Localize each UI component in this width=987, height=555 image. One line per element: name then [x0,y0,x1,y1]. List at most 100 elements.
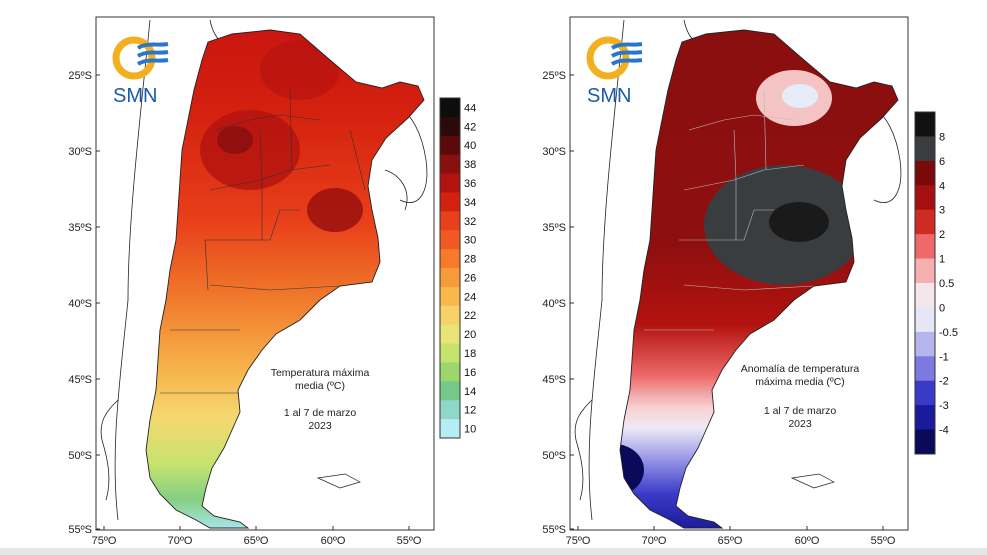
legend-swatch [915,258,935,284]
legend-swatch [440,154,460,175]
smn-logo: SMN [112,36,169,107]
legend-label: 3 [939,205,945,217]
caption-title-line: media (ºC) [295,380,345,392]
legend-label: -1 [939,351,949,363]
lon-axis: 75ºO 70ºO 65ºO 60ºO 55ºO [92,526,422,547]
legend-label: 4 [939,180,945,192]
lat-tick-label: 50ºS [542,450,566,462]
malvinas-islands [790,473,835,489]
legend-label: 2 [939,229,945,241]
legend-label: 26 [464,272,476,284]
caption-title-line: máxima media (ºC) [755,376,845,388]
caption-date: 1 al 7 de marzo [284,407,357,419]
uruguay-border [384,169,408,211]
lat-tick-label: 30ºS [68,146,92,158]
chile-coastline [588,19,625,521]
lat-tick-label: 40ºS [68,298,92,310]
argentina-outline [619,29,899,529]
legend-swatch [915,136,935,162]
smn-logo: SMN [586,36,643,107]
tmax-map: SMN 25ºS 30ºS 35ºS 40ºS 45ºS 50ºS 55ºS [68,16,476,547]
lon-tick-label: 70ºO [168,535,193,547]
legend-swatch [440,362,460,382]
legend-swatch [440,249,460,269]
lon-tick-label: 65ºO [718,535,743,547]
lat-axis: 25ºS 30ºS 35ºS 40ºS 45ºS 50ºS 55ºS [542,70,574,536]
legend-swatch [915,356,935,382]
legend-swatch [915,283,935,308]
legend-swatch [440,268,460,288]
lon-tick-label: 70ºO [642,535,667,547]
lon-tick-label: 60ºO [321,535,346,547]
legend-label: 20 [464,329,476,341]
legend-label: -2 [939,376,949,388]
map-caption: Anomalía de temperatura máxima media (ºC… [741,363,860,430]
legend-label: 18 [464,348,476,360]
caption-date: 1 al 7 de marzo [764,405,837,417]
lat-tick-label: 50ºS [68,450,92,462]
caption-year: 2023 [788,418,812,430]
legend-label: 6 [939,156,945,168]
legend-label: -0.5 [939,327,958,339]
lat-tick-label: 25ºS [542,70,566,82]
tmax-legend: 44 42 40 38 36 34 32 30 28 26 24 22 20 18 16 14 12 10 [439,97,476,439]
legend-label: 34 [464,197,476,209]
legend-swatch [915,185,935,211]
lon-tick-label: 60ºO [795,535,820,547]
caption-title-line: Anomalía de temperatura [741,363,860,375]
legend-swatch [440,135,460,156]
smn-logo-text: SMN [113,85,157,107]
smn-logo-sun-icon [586,36,630,80]
legend-swatch [915,429,935,455]
lon-axis: 75ºO 70ºO 65ºO 60ºO 55ºO [566,526,896,547]
legend-label: 12 [464,405,476,417]
legend-swatch [915,380,935,406]
chile-coastline [114,19,151,521]
legend-swatch [915,331,935,357]
legend-label: 36 [464,178,476,190]
legend-frame [914,111,936,455]
province-borders [634,89,815,394]
legend-swatch [440,286,460,307]
lon-tick-label: 55ºO [871,535,896,547]
lat-tick-label: 40ºS [542,298,566,310]
legend-label: 24 [464,291,476,303]
malvinas-islands [316,473,361,489]
legend-swatch [440,116,460,137]
legend-swatch [440,230,460,250]
legend-swatch [915,234,935,260]
anomaly-legend: 8 6 4 3 2 1 0.5 0 -0.5 -1 -2 -3 -4 [914,111,958,455]
caption-year: 2023 [308,420,332,432]
legend-label: 8 [939,131,945,143]
legend-swatch [440,419,460,439]
lat-tick-label: 55ºS [68,524,92,536]
legend-swatch [915,112,935,137]
legend-swatch [440,173,460,193]
legend-swatch [915,160,935,186]
lat-tick-label: 35ºS [542,222,566,234]
legend-label: 14 [464,386,476,398]
lat-tick-label: 45ºS [68,374,92,386]
lon-tick-label: 55ºO [397,535,422,547]
smn-logo-text: SMN [587,85,631,107]
legend-swatch [440,211,460,231]
legend-swatch [440,192,460,212]
lat-tick-label: 45ºS [542,374,566,386]
legend-label: 44 [464,102,476,114]
lat-tick-label: 25ºS [68,70,92,82]
tmax-map-panel: SMN 25ºS 30ºS 35ºS 40ºS 45ºS 50ºS 55ºS [0,0,493,555]
legend-swatch [440,305,460,326]
legend-label: 32 [464,216,476,228]
legend-swatch [915,307,935,333]
legend-label: 16 [464,367,476,379]
lon-tick-label: 65ºO [244,535,269,547]
legend-swatch [440,98,460,118]
legend-label: 10 [464,424,476,436]
legend-swatch [440,343,460,363]
lon-tick-label: 75ºO [566,535,591,547]
legend-swatch [915,209,935,235]
legend-label: 0.5 [939,278,954,290]
legend-swatch [440,400,460,420]
lat-tick-label: 55ºS [542,524,566,536]
legend-label: 40 [464,140,476,152]
